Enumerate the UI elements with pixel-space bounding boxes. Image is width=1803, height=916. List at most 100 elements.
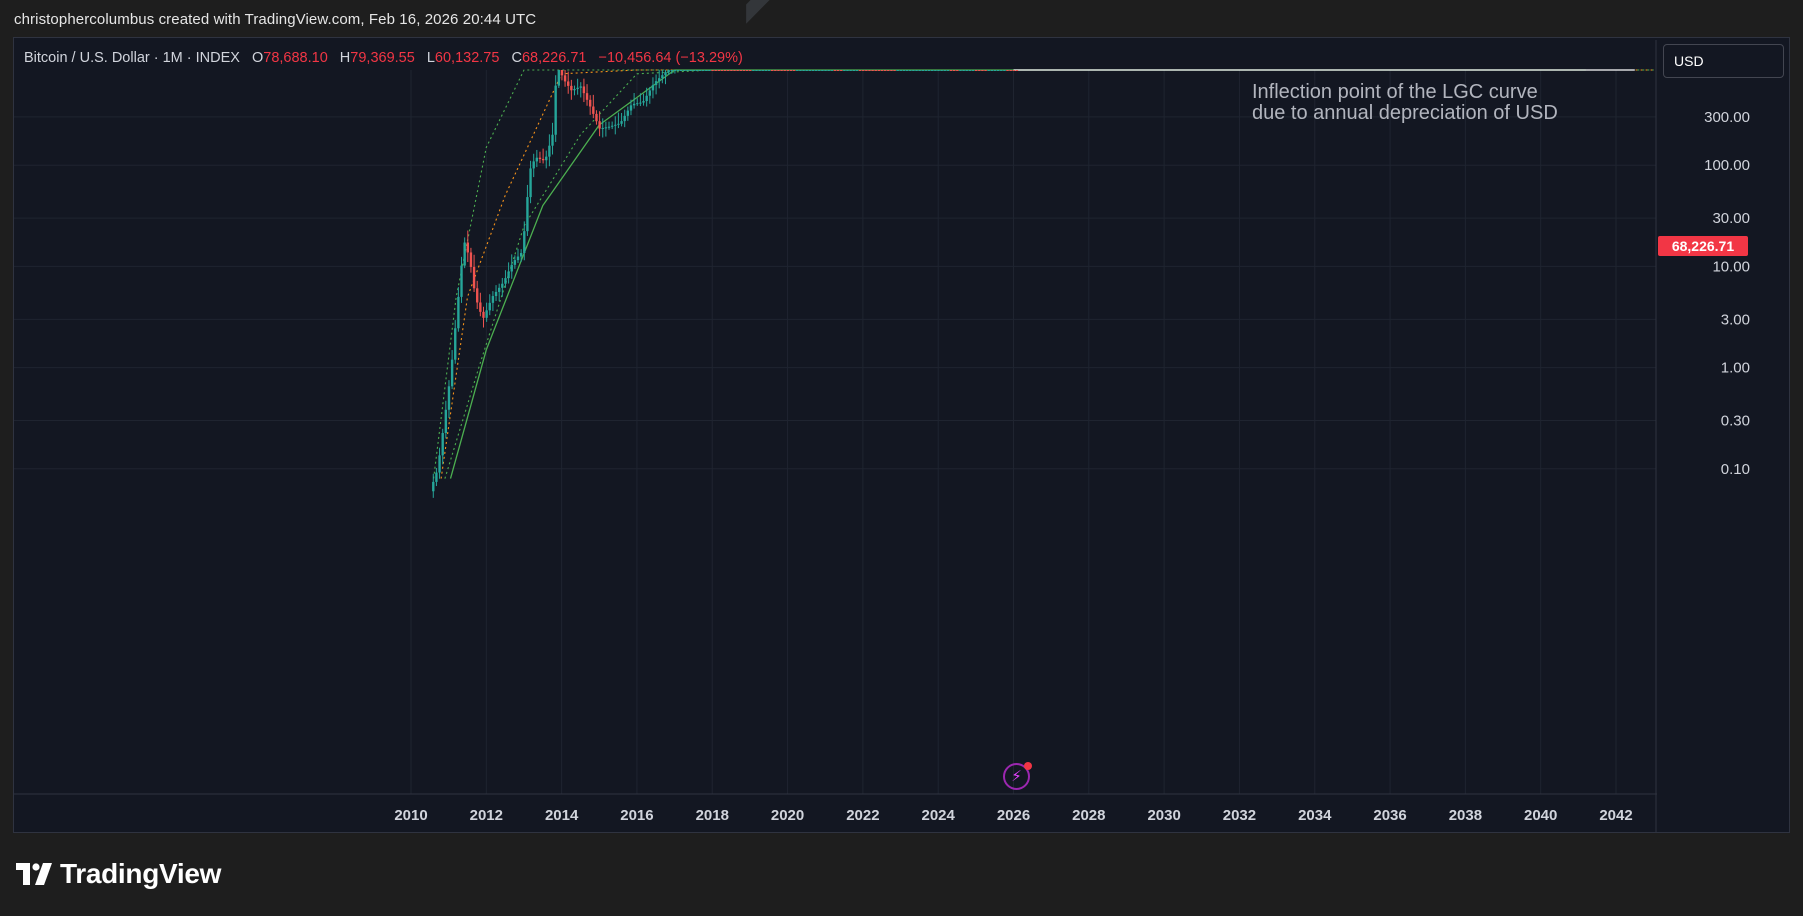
candle-body [852, 70, 855, 71]
candle-body [714, 70, 717, 71]
candle-body [488, 302, 491, 311]
candle-body [623, 115, 626, 122]
candle-body [658, 78, 661, 82]
candle-body [479, 302, 482, 312]
candle-body [802, 70, 805, 71]
candle-body [833, 70, 837, 71]
symbol-description[interactable]: Bitcoin / U.S. Dollar · 1M · INDEX [24, 50, 240, 66]
candle-body [545, 156, 548, 161]
x-tick-label: 2038 [1449, 807, 1482, 824]
attribution-text: christophercolumbus created with Trading… [14, 11, 537, 28]
candle-body [497, 287, 501, 292]
candle-body [607, 126, 611, 128]
x-tick-label: 2030 [1147, 807, 1180, 824]
candle-body [526, 197, 529, 232]
candle-body [974, 70, 978, 71]
x-tick-label: 2040 [1524, 807, 1557, 824]
candle-body [723, 70, 727, 71]
candle-body [968, 70, 972, 71]
candle-body [940, 70, 943, 71]
candle-body [447, 386, 451, 410]
candle-body [899, 70, 903, 71]
candle-body [551, 134, 554, 146]
candle-body [805, 70, 808, 71]
candle-body [786, 70, 790, 71]
x-tick-label: 2014 [545, 807, 579, 824]
candle-body [1003, 70, 1006, 71]
candle-body [883, 70, 887, 71]
candle-body [664, 72, 667, 76]
candle-body [560, 70, 564, 76]
candle-body [535, 157, 539, 162]
candle-body [679, 70, 683, 71]
candle-body [450, 359, 454, 387]
candle-body [749, 70, 752, 71]
candle-body [683, 70, 686, 71]
candle-body [626, 110, 630, 116]
y-tick-label: 100.00 [1704, 157, 1750, 174]
support-band [746, 0, 770, 24]
open-value: 78,688.10 [263, 50, 328, 66]
model-curve-2 [444, 69, 1616, 479]
candle-body [840, 70, 843, 71]
high-label: H [339, 50, 351, 66]
candle-body [849, 70, 852, 71]
candle-body [676, 70, 680, 71]
candle-body [902, 70, 906, 71]
model-curve-3 [449, 69, 1586, 479]
candle-body [610, 125, 614, 127]
candle-body [510, 264, 513, 272]
candle-body [909, 70, 912, 71]
candle-body [871, 70, 874, 71]
candle-body [981, 70, 984, 71]
text-annotation[interactable]: Inflection point of the LGC curve due to… [1252, 82, 1672, 124]
candle-body [705, 70, 708, 71]
candle-body [582, 86, 586, 94]
candle-body [990, 70, 994, 71]
high-value: 79,369.55 [350, 50, 415, 66]
candle-body [491, 296, 495, 303]
candle-body [529, 168, 532, 198]
candle-body [965, 70, 968, 71]
candle-body [485, 310, 488, 318]
candle-body [733, 70, 736, 71]
x-tick-label: 2010 [394, 807, 427, 824]
lightning-bolt-icon[interactable]: ⚡ [1003, 762, 1032, 790]
candle-body [454, 328, 457, 360]
candle-body [987, 70, 990, 71]
chart-pane[interactable] [13, 37, 1790, 833]
low-value: 60,132.75 [434, 50, 500, 66]
y-tick-label: 300.00 [1704, 109, 1750, 126]
bolt-glyph: ⚡ [1011, 768, 1022, 785]
candle-body [915, 70, 918, 71]
candle-body [843, 70, 846, 71]
x-tick-label: 2012 [470, 807, 503, 824]
candle-body [554, 85, 557, 135]
tradingview-logo[interactable]: TradingView [16, 858, 221, 890]
candle-body [890, 70, 893, 71]
open-label: O [251, 50, 264, 66]
candle-body [943, 70, 946, 71]
candle-body [868, 70, 871, 71]
last-price-label: 68,226.71 [1658, 236, 1748, 256]
candle-body [877, 70, 881, 71]
candle-body [761, 70, 764, 71]
y-tick-label: 0.10 [1721, 461, 1750, 478]
currency-selector-button[interactable]: USD [1663, 44, 1784, 78]
y-tick-label: 30.00 [1712, 210, 1750, 227]
candle-body [620, 121, 623, 124]
candle-body [824, 70, 827, 71]
candle-body [516, 256, 520, 261]
candle-body [457, 296, 460, 329]
candle-body [667, 70, 670, 73]
candle-body [579, 86, 582, 88]
x-tick-label: 2018 [696, 807, 729, 824]
candle-body [937, 70, 940, 71]
candle-body [927, 70, 931, 71]
candle-body [692, 70, 695, 71]
candle-body [1006, 70, 1009, 71]
candle-body [789, 70, 793, 71]
candle-body [595, 113, 598, 122]
candle-body [858, 70, 862, 71]
